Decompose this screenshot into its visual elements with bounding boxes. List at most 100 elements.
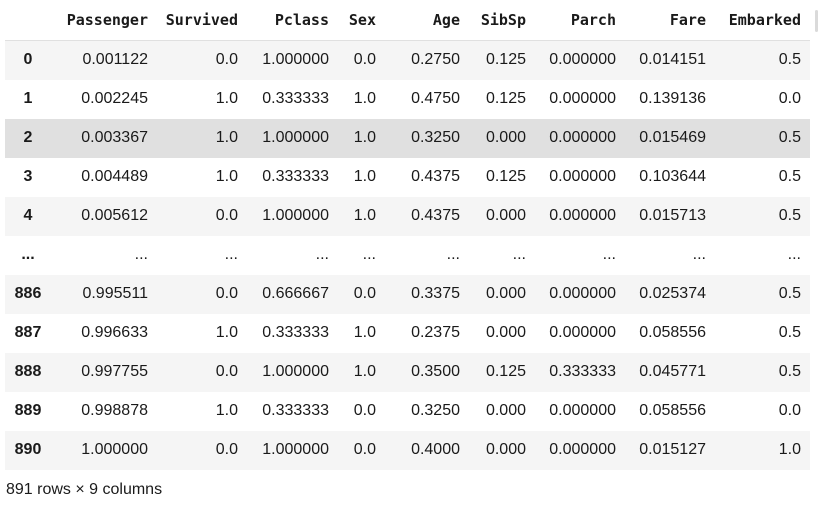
cell-age: 0.2375	[411, 324, 460, 341]
cell-sex: 0.0	[353, 285, 376, 302]
cell-parch: 0.000000	[549, 441, 616, 458]
cell-pclass: 1.000000	[262, 441, 329, 458]
table-row[interactable]: 887 0.996633 1.0 0.333333 1.0 0.2375 0.000 0.00…	[5, 314, 810, 353]
cell-parch: 0.000000	[549, 285, 616, 302]
cell-parch: ...	[602, 246, 616, 263]
column-header-pclass[interactable]: Pclass	[247, 0, 338, 41]
table-body: 0 0.001122 0.0 1.000000 0.0 0.2750 0.125 0.0000…	[5, 40, 810, 470]
cell-passenger: 0.001122	[82, 51, 148, 69]
cell-age: ...	[446, 246, 460, 263]
row-index: ...	[21, 246, 35, 263]
column-header-parch[interactable]: Parch	[535, 0, 625, 41]
cell-sex: 0.0	[353, 402, 376, 419]
cell-pclass: 0.333333	[262, 402, 329, 419]
cell-passenger: 0.998878	[81, 402, 148, 419]
table-row[interactable]: 3 0.004489 1.0 0.333333 1.0 0.4375 0.125 0.0000…	[5, 158, 810, 197]
table-row[interactable]: 4 0.005612 0.0 1.000000 1.0 0.4375 0.000 0.0000…	[5, 196, 810, 236]
cell-fare: 0.015127	[639, 441, 706, 458]
index-header	[5, 0, 51, 41]
cell-passenger: ...	[134, 246, 148, 263]
table-row[interactable]: 0 0.001122 0.0 1.000000 0.0 0.2750 0.125 0.0000…	[5, 40, 810, 80]
cell-age: 0.4375	[411, 168, 460, 185]
cell-parch: 0.000000	[549, 402, 616, 419]
cell-age: 0.3250	[411, 129, 460, 146]
column-header-passenger[interactable]: Passenger	[51, 0, 157, 41]
cell-passenger: 0.005612	[81, 207, 148, 224]
cell-sibsp: 0.125	[485, 51, 526, 69]
cell-fare: 0.045771	[639, 363, 706, 380]
cell-fare: 0.014151	[639, 51, 706, 69]
cell-parch: 0.000000	[549, 168, 616, 185]
row-index: 888	[14, 363, 42, 380]
cell-sex: 1.0	[353, 90, 376, 107]
dataframe-output: Passenger Survived Pclass Sex Age SibSp …	[5, 0, 811, 470]
column-header-fare[interactable]: Fare	[625, 0, 715, 41]
row-index: 889	[14, 402, 42, 419]
ellipsis-row[interactable]: ..............................	[5, 236, 810, 275]
cell-sex: 1.0	[353, 168, 376, 185]
cell-age: 0.4000	[411, 441, 460, 458]
cell-embarked: 1.0	[778, 441, 801, 458]
table-row[interactable]: 890 1.000000 0.0 1.000000 0.0 0.4000 0.000 0.00…	[5, 430, 810, 470]
horizontal-scroll-hint[interactable]	[815, 10, 818, 32]
cell-passenger: 0.996633	[81, 324, 148, 341]
cell-passenger: 0.003367	[81, 129, 148, 146]
cell-sex: 1.0	[353, 324, 376, 341]
cell-survived: ...	[224, 246, 238, 263]
cell-passenger: 0.002245	[81, 90, 148, 107]
cell-pclass: 1.000000	[262, 207, 329, 224]
header-row: Passenger Survived Pclass Sex Age SibSp …	[5, 0, 810, 41]
cell-sex: 0.0	[353, 51, 376, 69]
table-header: Passenger Survived Pclass Sex Age SibSp …	[5, 0, 810, 41]
cell-sex: 1.0	[353, 129, 376, 146]
table-row[interactable]: 889 0.998878 1.0 0.333333 0.0 0.3250 0.000 0.00…	[5, 392, 810, 431]
cell-age: 0.4750	[411, 90, 460, 107]
table-row[interactable]: 888 0.997755 0.0 1.000000 1.0 0.3500 0.125 0.33…	[5, 352, 810, 392]
cell-parch: 0.000000	[549, 51, 616, 69]
row-index: 3	[23, 168, 33, 185]
cell-survived: 0.0	[215, 51, 238, 69]
column-header-sibsp[interactable]: SibSp	[469, 0, 535, 41]
column-header-sex[interactable]: Sex	[338, 0, 385, 41]
cell-parch: 0.000000	[549, 207, 616, 224]
cell-sibsp: ...	[512, 246, 526, 263]
cell-sex: 1.0	[353, 363, 376, 380]
cell-sex: 1.0	[353, 207, 376, 224]
column-header-survived[interactable]: Survived	[157, 0, 247, 41]
row-index: 890	[14, 441, 42, 458]
cell-survived: 1.0	[215, 129, 238, 146]
cell-fare: 0.015469	[639, 129, 706, 146]
cell-survived: 0.0	[215, 363, 238, 380]
cell-sibsp: 0.000	[485, 324, 526, 341]
table-row[interactable]: 886 0.995511 0.0 0.666667 0.0 0.3375 0.000 0.00…	[5, 274, 810, 314]
table-row[interactable]: 2 0.003367 1.0 1.000000 1.0 0.3250 0.000 0.0000…	[5, 118, 810, 158]
cell-sibsp: 0.000	[485, 129, 526, 146]
cell-sibsp: 0.000	[485, 285, 526, 302]
cell-embarked: 0.0	[778, 402, 801, 419]
cell-survived: 1.0	[215, 168, 238, 185]
table-row[interactable]: 1 0.002245 1.0 0.333333 1.0 0.4750 0.125 0.0000…	[5, 80, 810, 119]
cell-pclass: 0.333333	[262, 324, 329, 341]
cell-fare: 0.103644	[639, 168, 706, 185]
cell-sibsp: 0.125	[485, 168, 526, 185]
cell-passenger: 0.004489	[81, 168, 148, 185]
row-index: 887	[14, 324, 42, 341]
cell-survived: 0.0	[215, 441, 238, 458]
cell-sibsp: 0.000	[485, 441, 526, 458]
row-index: 4	[23, 207, 33, 224]
cell-embarked: 0.5	[778, 285, 801, 302]
column-header-age[interactable]: Age	[385, 0, 469, 41]
cell-passenger: 1.000000	[81, 441, 148, 458]
cell-sibsp: 0.000	[485, 207, 526, 224]
column-header-embarked[interactable]: Embarked	[715, 0, 810, 41]
cell-pclass: 1.000000	[262, 129, 329, 146]
cell-parch: 0.000000	[549, 324, 616, 341]
cell-fare: 0.025374	[639, 285, 706, 302]
cell-fare: 0.015713	[639, 207, 706, 224]
cell-passenger: 0.995511	[82, 285, 148, 302]
cell-sibsp: 0.000	[485, 402, 526, 419]
cell-survived: 0.0	[215, 285, 238, 302]
cell-age: 0.2750	[411, 51, 460, 69]
cell-fare: 0.139136	[639, 90, 706, 107]
cell-pclass: 1.000000	[262, 363, 329, 380]
